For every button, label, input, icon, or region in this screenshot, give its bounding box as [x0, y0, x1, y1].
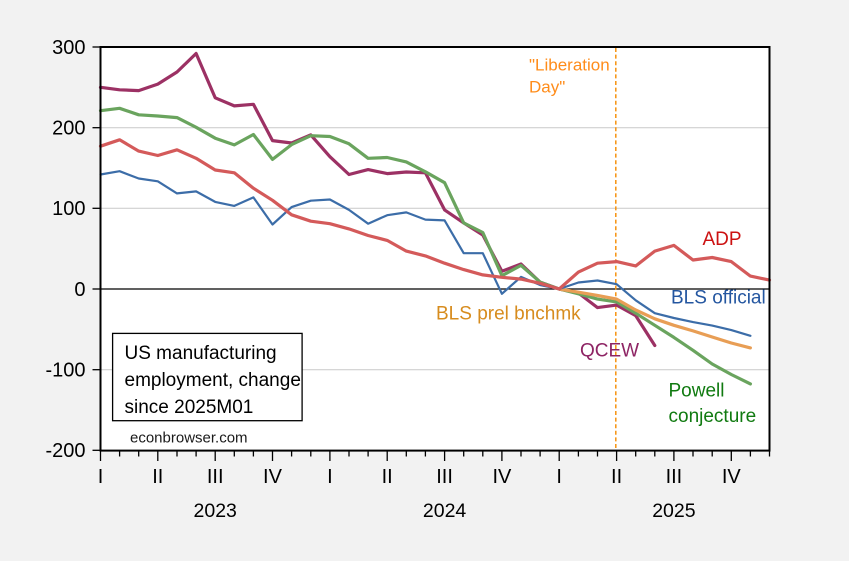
svg-text:II: II — [382, 466, 393, 488]
svg-text:III: III — [207, 466, 224, 488]
svg-text:employment, change: employment, change — [125, 370, 301, 391]
svg-text:since 2025M01: since 2025M01 — [125, 397, 254, 418]
svg-text:III: III — [666, 466, 683, 488]
svg-text:I: I — [98, 466, 104, 488]
svg-text:econbrowser.com: econbrowser.com — [130, 430, 248, 447]
svg-text:IV: IV — [722, 466, 742, 488]
svg-text:-100: -100 — [45, 360, 85, 382]
svg-text:IV: IV — [492, 466, 512, 488]
svg-text:200: 200 — [52, 118, 85, 140]
svg-text:conjecture: conjecture — [669, 406, 757, 427]
svg-text:II: II — [611, 466, 622, 488]
svg-text:BLS prel bnchmk: BLS prel bnchmk — [436, 304, 581, 325]
svg-text:-200: -200 — [45, 440, 85, 462]
svg-text:I: I — [327, 466, 333, 488]
svg-text:II: II — [152, 466, 163, 488]
svg-text:Powell: Powell — [669, 381, 725, 402]
svg-text:300: 300 — [52, 37, 85, 59]
svg-text:US manufacturing: US manufacturing — [125, 343, 277, 364]
svg-text:100: 100 — [52, 198, 85, 220]
svg-text:Day": Day" — [529, 78, 565, 97]
svg-text:ADP: ADP — [702, 229, 741, 250]
svg-text:QCEW: QCEW — [580, 341, 639, 362]
svg-text:III: III — [436, 466, 453, 488]
svg-text:0: 0 — [74, 279, 85, 301]
svg-text:BLS official: BLS official — [671, 288, 766, 309]
svg-text:2024: 2024 — [423, 500, 467, 522]
svg-text:I: I — [556, 466, 562, 488]
svg-text:"Liberation: "Liberation — [529, 56, 610, 75]
svg-text:IV: IV — [263, 466, 283, 488]
svg-text:2023: 2023 — [194, 500, 237, 522]
svg-text:2025: 2025 — [652, 500, 696, 522]
